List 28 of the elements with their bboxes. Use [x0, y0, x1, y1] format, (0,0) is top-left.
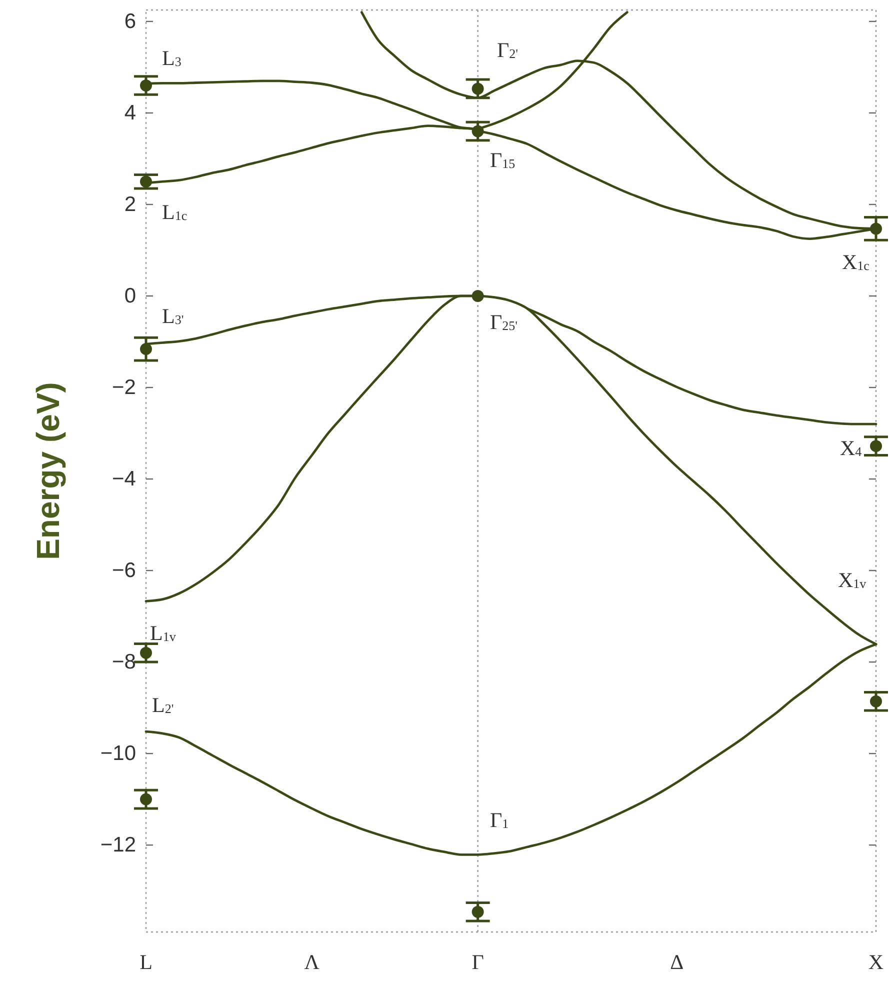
x-tick-label: Γ — [472, 950, 484, 974]
y-axis-title: Energy (eV) — [30, 382, 66, 560]
annotation: Γ$_{2'}$ — [497, 38, 518, 62]
annotation: Γ$_{15}$ — [490, 148, 516, 172]
y-tick-label: 4 — [124, 101, 136, 124]
y-tick-label: −2 — [112, 376, 136, 399]
x-tick-label: Δ — [670, 950, 684, 974]
annotation: L$_{3}$ — [162, 46, 182, 70]
y-tick-label: −8 — [112, 650, 136, 674]
x-tick-label: L — [140, 950, 152, 974]
annotation: L$_{2'}$ — [152, 693, 174, 717]
annotation: L$_{1c}$ — [162, 200, 188, 224]
annotation: Γ$_{1}$ — [490, 808, 509, 832]
y-tick-label: −12 — [100, 834, 136, 857]
annotation: L$_{1v}$ — [150, 621, 176, 645]
annotation: Γ$_{25'}$ — [490, 310, 518, 334]
y-tick-label: −10 — [100, 742, 136, 766]
annotation: X$_{1c}$ — [842, 250, 870, 274]
y-tick-label: −6 — [112, 559, 136, 582]
annotation: X$_{4}$ — [840, 436, 862, 460]
x-tick-label: X — [868, 950, 884, 974]
y-tick-label: 6 — [124, 10, 136, 33]
y-tick-label: −4 — [112, 468, 136, 491]
x-tick-label: Λ — [304, 950, 320, 974]
y-tick-label: 0 — [124, 284, 136, 308]
y-tick-label: 2 — [124, 192, 136, 216]
annotation: X$_{1v}$ — [838, 568, 867, 592]
annotation: L$_{3'}$ — [162, 304, 184, 328]
